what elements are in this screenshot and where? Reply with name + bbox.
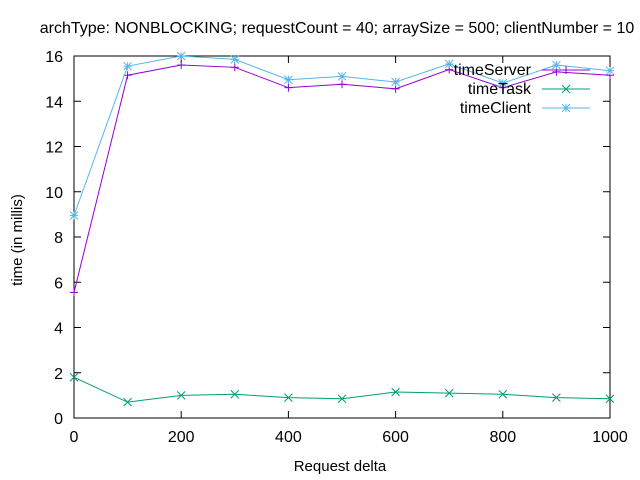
chart-title: archType: NONBLOCKING; requestCount = 40…	[40, 20, 635, 37]
data-point-timeServer	[70, 288, 78, 297]
data-point-timeClient	[69, 211, 79, 220]
data-point-timeClient	[391, 77, 400, 87]
data-point-timeServer	[177, 61, 186, 70]
data-point-timeTask	[498, 389, 508, 399]
x-tick-label: 600	[382, 429, 409, 446]
x-tick-label: 0	[70, 429, 79, 446]
legend-marker	[562, 66, 570, 74]
data-point-timeServer	[284, 83, 293, 92]
data-point-timeTask	[69, 372, 79, 382]
x-tick-label: 200	[168, 429, 195, 446]
data-point-timeClient	[337, 72, 347, 81]
y-axis-label: time (in millis)	[9, 194, 26, 286]
data-point-timeServer	[338, 80, 346, 89]
data-point-timeClient	[230, 55, 240, 64]
x-axis-label: Request delta	[294, 458, 387, 475]
y-tick-label: 12	[45, 140, 63, 157]
y-tick-label: 10	[45, 185, 63, 202]
data-point-timeTask	[391, 387, 400, 397]
data-point-timeServer	[552, 67, 561, 76]
data-point-timeServer	[230, 63, 239, 72]
y-axis: 0 2 4 6 8 10 12 14 16	[45, 49, 610, 428]
data-point-timeClient	[605, 66, 615, 76]
data-point-timeClient	[176, 51, 186, 61]
data-point-timeTask	[230, 389, 240, 399]
legend-label: timeTask	[468, 81, 532, 98]
y-tick-label: 16	[45, 49, 63, 66]
legend-label: timeClient	[460, 100, 532, 117]
y-tick-label: 6	[54, 275, 63, 292]
data-point-timeClient	[284, 75, 293, 85]
x-axis: 0 200 400 600 800 1000	[70, 56, 628, 446]
y-tick-label: 8	[54, 230, 63, 247]
y-tick-label: 4	[54, 321, 63, 338]
x-tick-label: 1000	[592, 429, 628, 446]
data-point-timeClient	[444, 59, 454, 69]
legend-marker	[561, 103, 571, 113]
data-point-timeClient	[123, 61, 132, 71]
data-point-timeTask	[605, 394, 615, 404]
legend: timeServer timeTask timeClient	[454, 62, 590, 117]
y-tick-label: 14	[45, 94, 63, 111]
data-point-timeTask	[444, 388, 454, 398]
data-point-timeTask	[284, 393, 293, 402]
legend-label: timeServer	[454, 62, 532, 79]
y-tick-label: 0	[54, 411, 63, 428]
data-point-timeClient	[552, 60, 561, 70]
data-point-timeServer	[391, 84, 400, 93]
data-point-timeTask	[337, 394, 347, 404]
series-layer	[69, 51, 615, 407]
data-point-timeClient	[498, 78, 508, 88]
legend-marker	[561, 84, 571, 94]
data-point-timeTask	[123, 397, 132, 407]
data-point-timeTask	[176, 391, 186, 400]
y-tick-label: 2	[54, 366, 63, 383]
data-point-timeTask	[552, 393, 561, 402]
x-tick-label: 400	[275, 429, 302, 446]
x-tick-label: 800	[489, 429, 516, 446]
data-point-timeServer	[123, 71, 132, 80]
